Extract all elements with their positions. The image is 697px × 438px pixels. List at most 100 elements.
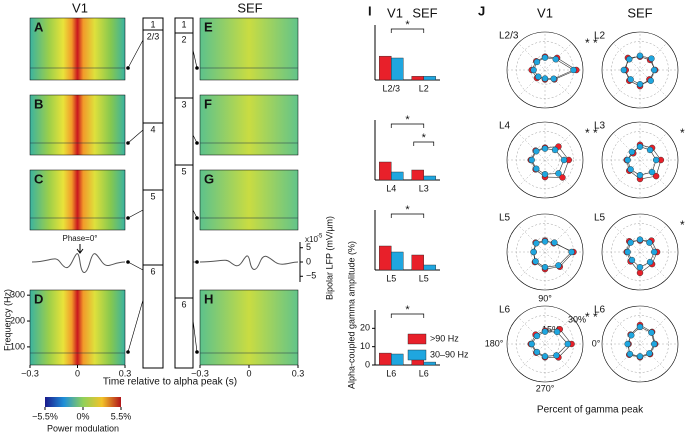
spectrogram [199,169,299,231]
axis-label: Percent of gamma peak [537,405,644,416]
bar [391,171,404,181]
spectrogram [29,169,126,231]
polar-point [624,156,631,164]
y-tick-label: 10 [360,341,370,351]
polar-point [533,148,540,155]
connector-dot [195,141,199,145]
bar [423,175,436,181]
panel-letter: F [204,96,212,111]
legend-label: 30–90 Hz [430,349,469,359]
col-label: SEF [412,5,437,20]
polar-point [628,332,635,339]
panel-letter: A [34,19,44,34]
sig-star: * [405,114,410,126]
axis-label: Frequency (Hz) [2,289,12,351]
sig-bracket [390,213,425,218]
polar-point [530,248,537,256]
polar-spoke [612,224,668,280]
x-tick-label: L3 [419,183,429,193]
panel-letter: H [204,291,213,306]
polar-point [550,75,557,82]
polar-point [652,156,660,164]
polar-point [533,348,541,356]
colorbar-tick: 0% [76,411,89,421]
x-tick-label: L6 [419,368,429,378]
polar-point [646,350,653,357]
polar-point [628,148,636,156]
layer-label: 6 [150,266,155,276]
spectrogram [29,17,126,81]
sig-bracket [390,28,425,33]
polar-point [627,166,634,173]
polar-spoke [612,42,668,98]
polar-point [636,353,644,360]
polar-point [636,236,644,243]
x-tick-label: 0.3 [119,368,132,378]
r-tick-label: 15% [542,324,560,334]
colorbar-tick: 5.5% [111,411,132,421]
polar-point [636,81,644,88]
lamina [142,17,164,369]
x-tick-label: L2 [419,83,429,93]
polar-point [636,52,644,59]
polar-point [533,240,540,247]
x-tick-label: −0.3 [191,368,209,378]
arrow [76,244,84,254]
polar-point [636,323,644,331]
axis-label: Alpha-coupled gamma amplitude (%) [346,241,356,389]
bar [379,352,392,366]
connector-dot [195,350,199,354]
polar-point [552,56,559,63]
polar-point [568,248,575,256]
x-tick-label: L5 [419,273,429,283]
theta-tick-label: 180° [485,338,504,348]
phase-label: Phase=0° [62,234,97,243]
layer-label: 4 [150,124,155,134]
polar-point [627,76,634,83]
r-tick-label: 30% [568,314,586,324]
legend-swatch [407,349,427,361]
y-tick-label: 100 [10,341,25,351]
connector [127,299,144,353]
sig-star: * [585,36,590,50]
polar-point [570,66,577,74]
polar-point [564,340,571,348]
x-tick-label: 0 [246,368,251,378]
colorbar-label: Power modulation [47,423,119,433]
sig-bracket [390,313,425,318]
polar-point [541,264,549,271]
spectrogram [29,94,126,156]
layer-label: 1 [181,19,186,29]
polar-point [541,328,549,335]
panel-letter: E [204,19,213,34]
col-label: V1 [537,5,553,20]
connector-dot [126,350,130,354]
panel-letter: G [204,171,214,186]
polar-point [530,66,537,74]
polar-title: L6 [594,305,606,316]
sig-star: * [680,218,685,232]
polar-point [528,156,535,164]
bar [379,55,392,81]
connector-dot [126,66,130,70]
polar-point [532,258,539,265]
polar-point [647,77,654,84]
polar-point [651,340,658,348]
layer-label: 1 [150,19,155,29]
sig-star: * [680,126,685,140]
axis-label: Time relative to alpha peak (s) [103,377,237,388]
layer-label: 5 [181,166,186,176]
connector [127,39,144,69]
polar-title: L6 [499,305,511,316]
polar-point [636,171,644,179]
sig-star: * [585,310,590,324]
theta-tick-label: 0° [592,338,601,348]
polar-point [651,248,658,256]
polar-point [533,165,540,172]
polar-point [541,75,549,82]
connector [192,49,198,69]
lfp-trace [31,253,126,273]
connector-dot [126,141,130,145]
polar-point [541,145,549,152]
polar-point [559,174,566,181]
